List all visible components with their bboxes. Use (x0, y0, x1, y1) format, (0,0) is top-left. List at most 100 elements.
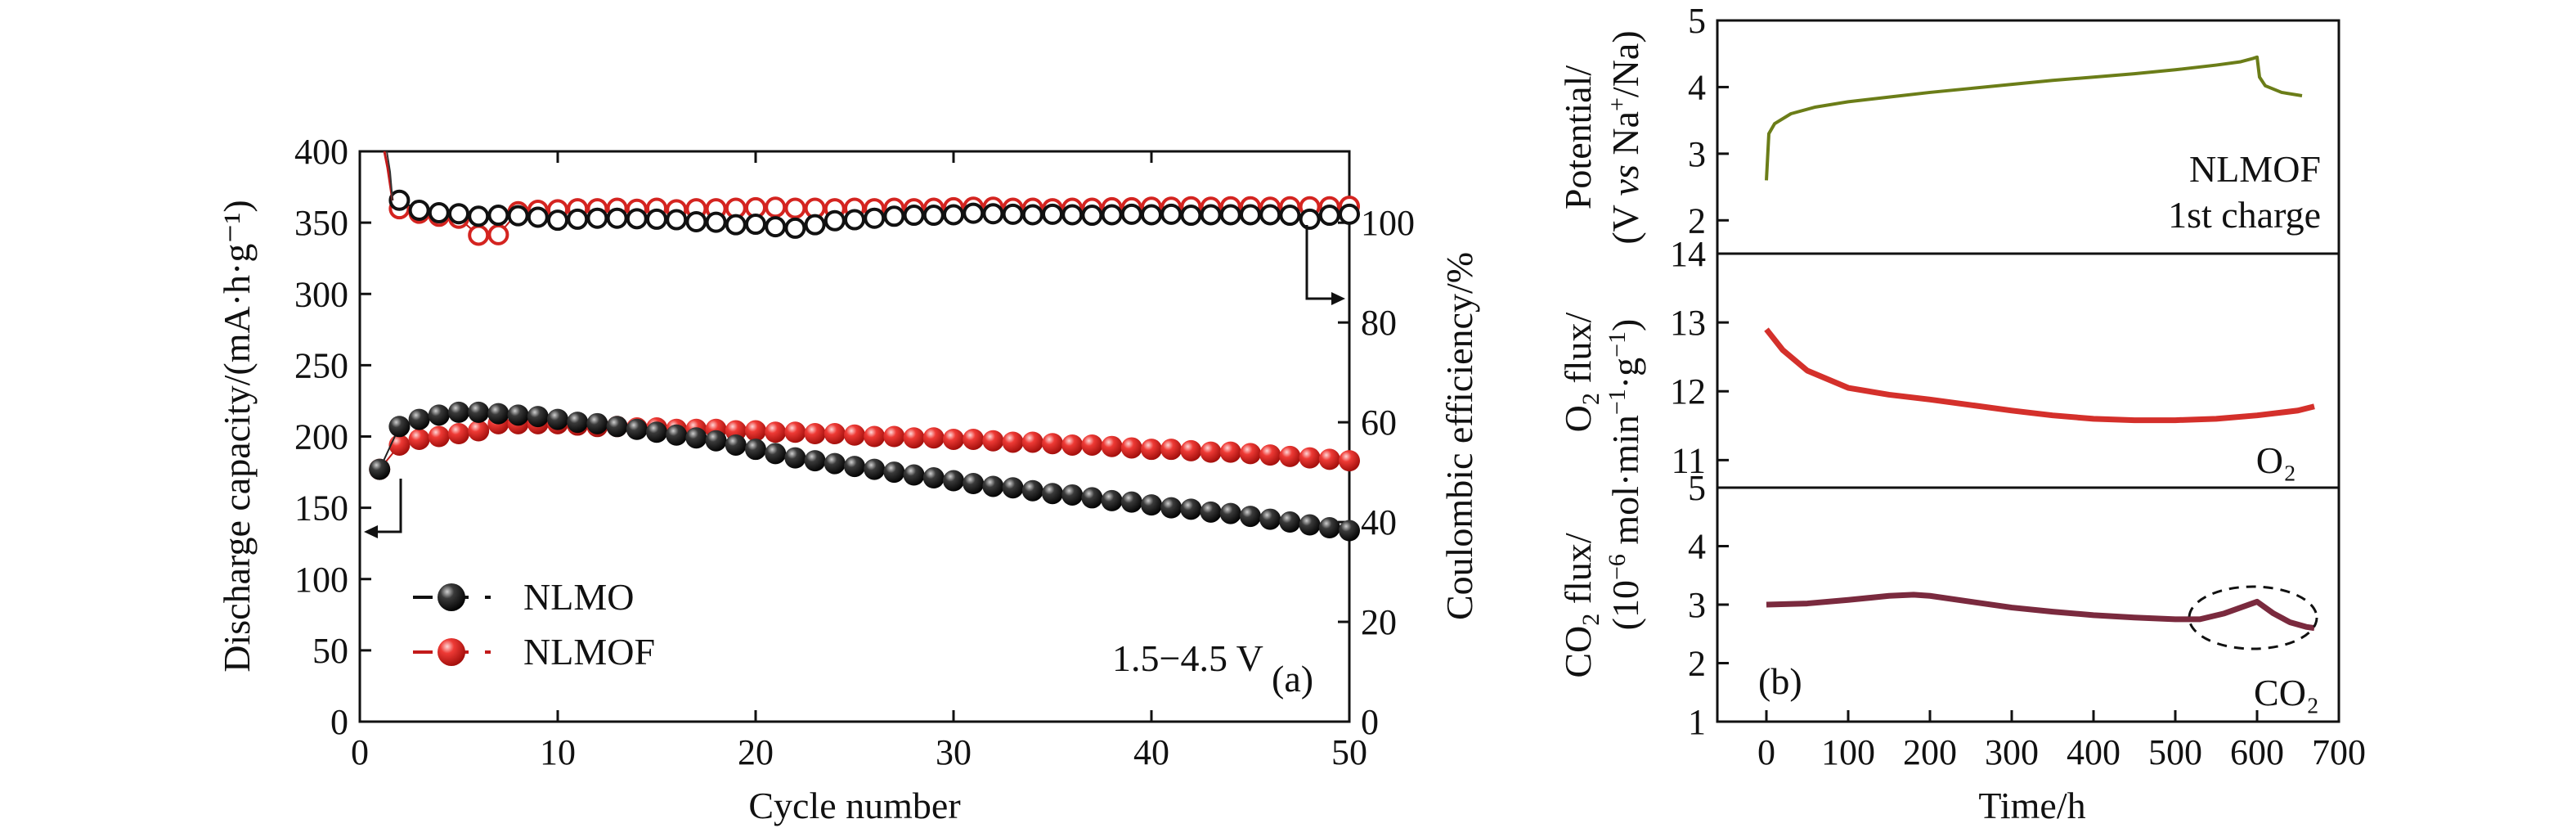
nlmo-efficiency-point (883, 205, 905, 227)
nlmo-efficiency-point (626, 208, 648, 230)
b-y-tick-label: 1 (1688, 702, 1706, 742)
left-axis-arrowhead (364, 525, 378, 538)
b-y-tick-label: 13 (1670, 303, 1706, 343)
time-tick-label: 0 (1757, 732, 1775, 772)
nlmof-capacity-point (844, 424, 865, 446)
nlmo-capacity-point (844, 456, 865, 478)
x-tick-label: 50 (1331, 732, 1367, 772)
right-y-tick-label: 80 (1361, 303, 1397, 343)
right-axis-arrow (1305, 225, 1337, 300)
panel-a-x-ticks: 0 10 20 30 40 50 (351, 151, 1367, 772)
nlmof-capacity-point (883, 425, 905, 448)
panel-b: 0 100 200 300 400 500 600 70023451112131412345 … (1557, 1, 2366, 826)
nlmof-capacity-point (448, 423, 469, 445)
time-tick-label: 200 (1903, 732, 1957, 772)
nlmo-capacity-point (606, 416, 628, 438)
co2-y-label-1: CO2 flux/ (1557, 533, 1604, 678)
nlmo-capacity-point (1021, 479, 1043, 502)
o2-annotation: O₂ (2256, 439, 2296, 481)
nlmo-efficiency-point (1339, 203, 1360, 225)
nlmof-capacity-point (1339, 450, 1360, 472)
x-tick-label: 10 (540, 732, 576, 772)
nlmo-efficiency-point (1180, 205, 1202, 227)
nlmo-capacity-point (1299, 514, 1321, 536)
nlmo-efficiency-point (1081, 205, 1103, 227)
nlmo-efficiency-point (1101, 204, 1123, 226)
legend-nlmof-marker (438, 638, 465, 666)
nlmo-capacity-point (725, 434, 747, 456)
nlmo-capacity-point (646, 421, 667, 443)
time-tick-label: 700 (2312, 732, 2366, 772)
nlmo-efficiency-point (487, 205, 509, 227)
nlmo-capacity-point (1318, 517, 1340, 539)
nlmof-capacity-point (765, 421, 787, 443)
nlmo-efficiency-point (963, 202, 985, 224)
nlmo-capacity-point (567, 412, 589, 434)
nlmof-capacity-point (388, 434, 411, 456)
nlmof-capacity-point (1002, 431, 1024, 453)
nlmo-capacity-point (1042, 483, 1063, 505)
nlmof-capacity-point (1021, 431, 1043, 453)
nlmof-capacity-point (1219, 441, 1241, 463)
nlmo-efficiency-point (468, 205, 490, 227)
b-y-tick-label: 12 (1670, 371, 1706, 412)
nlmo-efficiency-point (1002, 203, 1024, 225)
nlmo-capacity-point (745, 439, 766, 461)
b-y-tick-label: 4 (1688, 527, 1706, 567)
nlmo-efficiency-point (1120, 203, 1142, 225)
nlmo-capacity-point (1219, 502, 1241, 524)
nlmo-efficiency-point (765, 216, 787, 238)
right-y-tick-label: 40 (1361, 502, 1397, 542)
nlmo-capacity-point (765, 443, 787, 465)
nlmo-initial-ce-line (386, 151, 393, 201)
left-y-tick-label: 300 (294, 274, 348, 314)
nlmo-efficiency-point (1042, 203, 1063, 225)
nlmo-capacity-point (547, 408, 568, 430)
nlmo-efficiency-point (844, 209, 865, 231)
nlmo-capacity-point (666, 424, 688, 446)
nlmo-capacity-point (824, 452, 846, 475)
b-y-tick-label: 14 (1670, 234, 1706, 274)
nlmo-capacity-point (804, 450, 826, 472)
nlmof-capacity-point (1279, 445, 1301, 467)
nlmo-efficiency-point (666, 209, 688, 231)
nlmof-capacity-point (1180, 439, 1202, 461)
nlmo-capacity-point (1259, 508, 1281, 530)
nlmo-capacity-point (784, 447, 806, 469)
nlmo-capacity-point (388, 416, 411, 438)
nlmo-efficiency-point (547, 209, 568, 232)
nlmo-efficiency-point (1279, 205, 1301, 227)
nlmof-capacity-point (784, 421, 806, 443)
potential-annotation-line1: NLMOF (2189, 148, 2321, 190)
potential-y-label-2: (V vs Na+/Na) (1604, 30, 1646, 244)
nlmof-capacity-point (804, 423, 826, 445)
voltage-window-annotation: 1.5−4.5 V (1112, 637, 1263, 679)
nlmo-efficiency-point (1160, 203, 1183, 225)
o2-y-label-1: O2 flux/ (1557, 312, 1604, 432)
nlmo-capacity-point (705, 430, 727, 452)
nlmof-capacity-point (864, 425, 886, 448)
nlmo-capacity-point (1160, 497, 1183, 519)
nlmo-capacity-point (1339, 520, 1360, 542)
nlmo-efficiency-point (586, 207, 608, 229)
nlmo-capacity-point (626, 418, 648, 440)
nlmo-capacity-point (1061, 484, 1084, 506)
nlmof-capacity-point (1141, 439, 1162, 461)
nlmof-capacity-point (1160, 439, 1183, 461)
nlmof-capacity-point (1299, 447, 1321, 469)
right-y-tick-label: 0 (1361, 702, 1379, 742)
time-tick-label: 300 (1985, 732, 2039, 772)
legend-nlmo-label: NLMO (523, 576, 634, 618)
nlmof-capacity-point (922, 427, 945, 449)
nlmo-capacity-point (1120, 491, 1142, 513)
b-y-tick-label: 3 (1688, 585, 1706, 625)
nlmo-efficiency-point (527, 206, 549, 228)
nlmo-efficiency-point (1219, 204, 1241, 226)
potential-annotation-line2: 1st charge (2168, 194, 2321, 236)
right-axis-arrowhead (1331, 292, 1345, 305)
nlmof-capacity-point (903, 427, 925, 449)
nlmof-capacity-point (745, 420, 766, 442)
nlmof-capacity-point (1061, 434, 1084, 456)
nlmof-capacity-point (1200, 441, 1222, 463)
x-tick-label: 40 (1133, 732, 1169, 772)
